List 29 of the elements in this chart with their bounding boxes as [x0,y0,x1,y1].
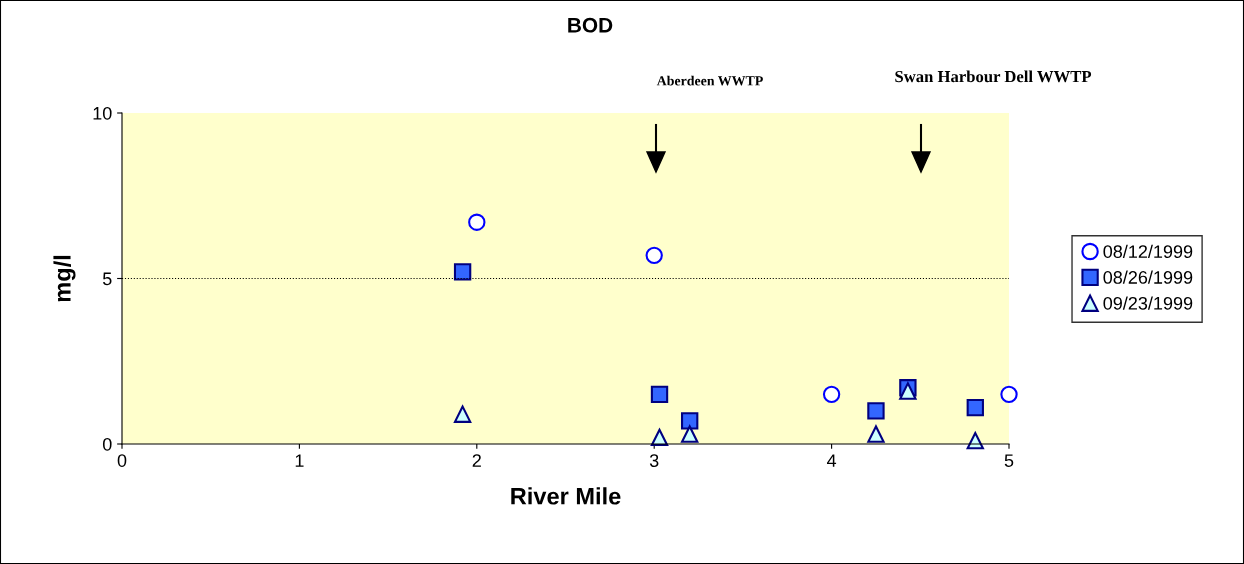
x-axis-title: River Mile [511,487,621,505]
x-tick-label: 0 [117,454,127,467]
point [681,425,699,443]
y-axis-title: mg/l [53,255,76,302]
legend-label: 08/26/1999 [1103,270,1193,284]
x-tick-label: 2 [472,454,481,467]
x-tick-label: 3 [649,454,659,467]
point [1000,385,1018,404]
text: Swan Harbour Dell WWTP [895,70,1092,83]
legend-label: 09/23/1999 [1103,296,1193,310]
chart-title: BOD [568,17,613,33]
legend-label: 08/12/1999 [1103,244,1193,258]
y-tick-label: 0 [102,437,112,451]
point [867,425,885,443]
point [822,385,841,404]
point [867,402,885,420]
x-tick-label: 5 [1004,454,1014,467]
y-tick-label: 10 [93,106,112,120]
x-tick-label: 1 [295,454,304,467]
point [468,213,486,231]
point [681,412,699,430]
point [650,385,669,404]
point [966,398,984,417]
y-tick-label: 5 [102,272,112,286]
x-tick-label: 4 [826,454,837,467]
point [645,246,663,265]
point [453,405,472,423]
point [453,263,472,281]
text: Aberdeen WWTP [656,75,763,86]
